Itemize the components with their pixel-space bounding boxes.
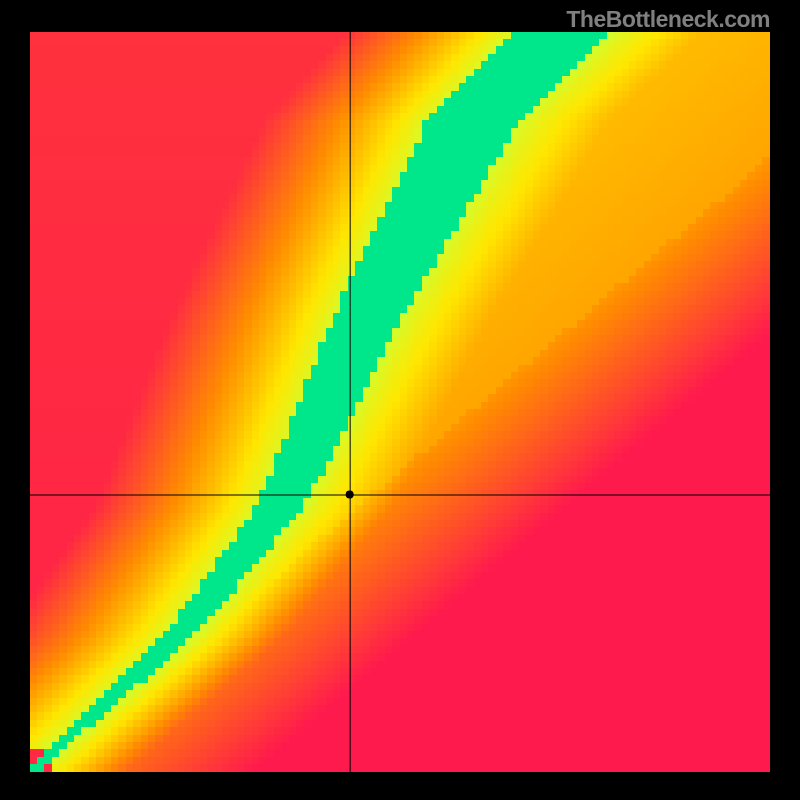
bottleneck-heatmap <box>30 32 770 772</box>
chart-container: TheBottleneck.com <box>0 0 800 800</box>
watermark-text: TheBottleneck.com <box>566 6 770 33</box>
